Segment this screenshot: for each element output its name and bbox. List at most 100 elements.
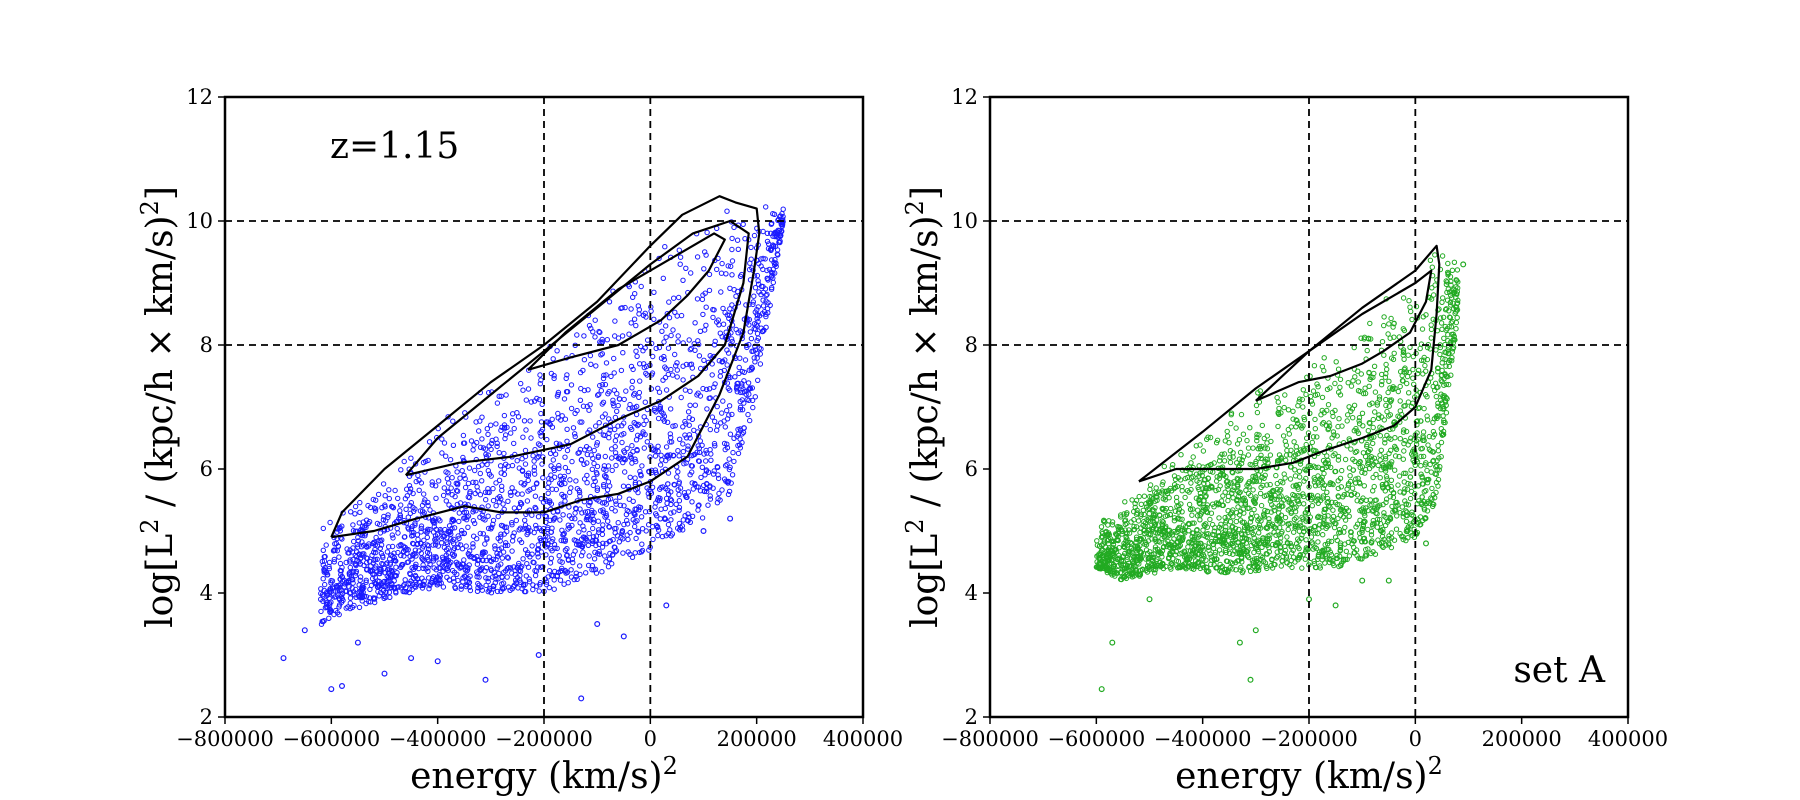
- left-scatter-point: [634, 353, 640, 359]
- right-scatter-point: [1430, 292, 1437, 298]
- right-scatter-point: [1343, 548, 1350, 554]
- right-scatter-point: [1143, 542, 1150, 548]
- right-scatter-point: [1381, 322, 1387, 329]
- right-scatter-point: [1403, 508, 1409, 514]
- left-scatter-point: [671, 295, 677, 301]
- right-scatter-point: [1446, 323, 1452, 330]
- left-scatter-point: [413, 579, 419, 585]
- left-scatter-point: [599, 544, 606, 550]
- left-scatter-point: [740, 429, 747, 436]
- right-scatter-point: [1253, 494, 1259, 500]
- right-scatter-point: [1353, 524, 1359, 530]
- left-scatter-point: [554, 348, 560, 354]
- right-scatter-point: [1335, 423, 1341, 430]
- left-scatter-point: [522, 461, 529, 467]
- right-scatter-point: [1251, 563, 1257, 569]
- right-scatter-point: [1428, 495, 1434, 501]
- left-scatter-point: [655, 532, 661, 539]
- left-scatter-point: [409, 565, 415, 571]
- right-scatter-point: [1404, 373, 1411, 380]
- right-scatter-point: [1397, 408, 1404, 414]
- left-scatter-point: [535, 551, 541, 557]
- right-scatter-point: [1278, 487, 1284, 493]
- left-scatter-point: [548, 529, 554, 535]
- right-scatter-point: [1296, 555, 1303, 561]
- left-scatter-point: [562, 547, 569, 553]
- left-scatter-point: [482, 517, 488, 523]
- right-scatter-point: [1442, 323, 1449, 330]
- left-scatter-point: [497, 463, 504, 469]
- left-scatter-point: [418, 523, 425, 529]
- left-scatter-point: [582, 447, 588, 453]
- left-scatter-point: [676, 453, 682, 459]
- left-scatter-point: [603, 360, 610, 366]
- right-scatter-point: [1264, 551, 1270, 557]
- left-scatter-point: [773, 263, 779, 270]
- left-scatter-point: [601, 482, 607, 488]
- right-scatter-point: [1454, 300, 1461, 306]
- left-scatter-point: [696, 353, 703, 359]
- left-scatter-point: [703, 304, 709, 310]
- left-scatter-point: [388, 585, 395, 591]
- left-scatter-point: [594, 471, 600, 477]
- right-scatter-point: [1451, 289, 1458, 295]
- right-scatter-point: [1181, 561, 1187, 567]
- right-scatter-point: [1342, 524, 1348, 531]
- left-scatter-point: [564, 447, 571, 454]
- right-scatter-point: [1144, 563, 1151, 569]
- left-scatter-point: [494, 565, 500, 571]
- right-scatter-point: [1449, 349, 1456, 355]
- left-scatter-point: [457, 475, 463, 481]
- left-scatter-point: [570, 425, 577, 431]
- left-scatter-point: [493, 480, 499, 486]
- left-scatter-point: [606, 416, 612, 422]
- left-y-tick-label: 10: [186, 209, 213, 233]
- left-scatter-point: [698, 474, 704, 481]
- left-scatter-point: [660, 275, 666, 281]
- left-scatter-point: [375, 584, 381, 590]
- right-scatter-point: [1227, 519, 1234, 525]
- left-scatter-point: [726, 466, 733, 473]
- left-scatter-point: [570, 559, 576, 566]
- left-scatter-point: [408, 526, 415, 532]
- left-scatter-point: [651, 289, 657, 295]
- left-scatter-point: [433, 495, 439, 501]
- left-scatter-point: [754, 313, 761, 319]
- right-scatter-point: [1300, 423, 1306, 429]
- left-scatter-point: [577, 520, 583, 526]
- right-scatter-point: [1280, 480, 1286, 486]
- left-scatter-point: [450, 575, 457, 581]
- right-scatter-point: [1383, 396, 1389, 403]
- left-scatter-point: [459, 530, 465, 537]
- left-scatter-point: [373, 497, 379, 503]
- right-scatter-point: [1274, 553, 1281, 560]
- left-scatter-point: [352, 511, 358, 517]
- right-scatter-point: [1427, 257, 1434, 263]
- left-scatter-point: [594, 485, 601, 491]
- left-scatter-point: [560, 538, 567, 544]
- left-scatter-point: [661, 353, 667, 360]
- left-scatter-point: [676, 491, 682, 498]
- right-scatter-point: [1309, 439, 1316, 446]
- left-scatter-point: [678, 394, 684, 401]
- left-scatter-point: [646, 547, 652, 553]
- left-scatter-point: [618, 367, 625, 374]
- left-scatter-point: [657, 462, 664, 468]
- left-scatter-point: [579, 419, 585, 425]
- right-panel: −800000 −600000 −400000 −200000 0 200000 40000…: [901, 85, 1668, 797]
- right-scatter-point: [1438, 439, 1445, 446]
- right-scatter-point: [1238, 460, 1245, 467]
- left-scatter-point: [614, 408, 620, 414]
- left-scatter-point: [605, 463, 612, 469]
- left-scatter-point: [360, 583, 366, 589]
- left-scatter-point: [543, 581, 550, 588]
- left-scatter-point: [485, 513, 491, 519]
- left-scatter-point: [538, 537, 545, 543]
- left-scatter-point: [393, 573, 399, 579]
- left-scatter-point: [596, 541, 602, 547]
- right-scatter-point: [1325, 402, 1332, 408]
- right-scatter-point: [1146, 505, 1153, 512]
- left-scatter-point: [432, 537, 438, 543]
- right-scatter-point: [1320, 485, 1327, 491]
- left-scatter-point: [698, 365, 704, 372]
